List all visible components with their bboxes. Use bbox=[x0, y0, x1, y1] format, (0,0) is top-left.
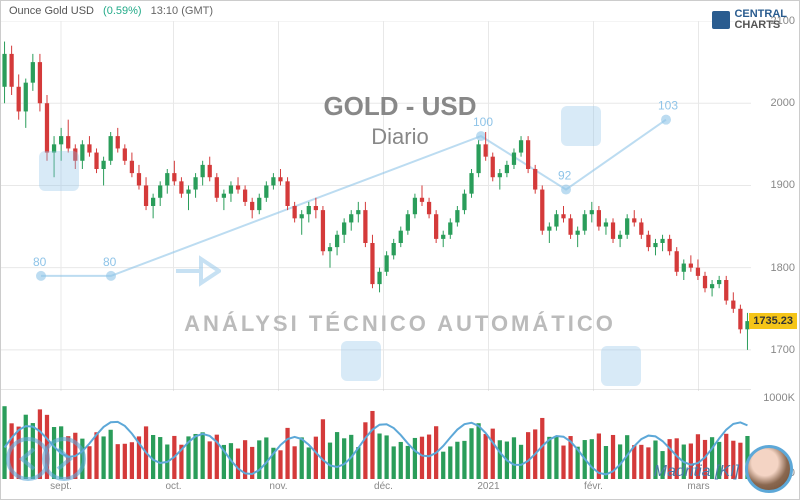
svg-text:80: 80 bbox=[103, 255, 117, 269]
chart-header: Ounce Gold USD (0.59%) 13:10 (GMT) bbox=[9, 5, 213, 17]
timestamp: 13:10 (GMT) bbox=[151, 5, 213, 17]
svg-text:100: 100 bbox=[473, 115, 493, 129]
brand-logo[interactable]: CENTRAL CHARTS bbox=[712, 9, 787, 31]
watermark-icon bbox=[561, 106, 601, 146]
chart-container: Ounce Gold USD (0.59%) 13:10 (GMT) CENTR… bbox=[0, 0, 800, 500]
watermark-icon bbox=[39, 151, 79, 191]
watermark-arrow-icon bbox=[171, 251, 221, 291]
svg-text:80: 80 bbox=[33, 255, 47, 269]
logo-icon bbox=[712, 11, 730, 29]
watermark-icon bbox=[341, 341, 381, 381]
instrument-title: Ounce Gold USD bbox=[9, 5, 94, 17]
volume-chart[interactable] bbox=[1, 389, 751, 479]
watermark-nav-icon bbox=[6, 434, 86, 484]
logo-text: CENTRAL CHARTS bbox=[734, 9, 787, 31]
price-change: (0.59%) bbox=[103, 5, 142, 17]
svg-text:92: 92 bbox=[558, 169, 572, 183]
main-candlestick-chart[interactable]: 80 80 100 92 103 bbox=[1, 21, 751, 391]
watermark-icon bbox=[601, 346, 641, 386]
user-tag: Madritia [KI] bbox=[654, 463, 739, 481]
time-axis: sept.oct.nov.déc.2021févr.mars bbox=[1, 481, 749, 495]
user-avatar[interactable] bbox=[745, 445, 793, 493]
svg-text:103: 103 bbox=[658, 99, 678, 113]
current-price-tag: 1735.23 bbox=[749, 313, 797, 329]
